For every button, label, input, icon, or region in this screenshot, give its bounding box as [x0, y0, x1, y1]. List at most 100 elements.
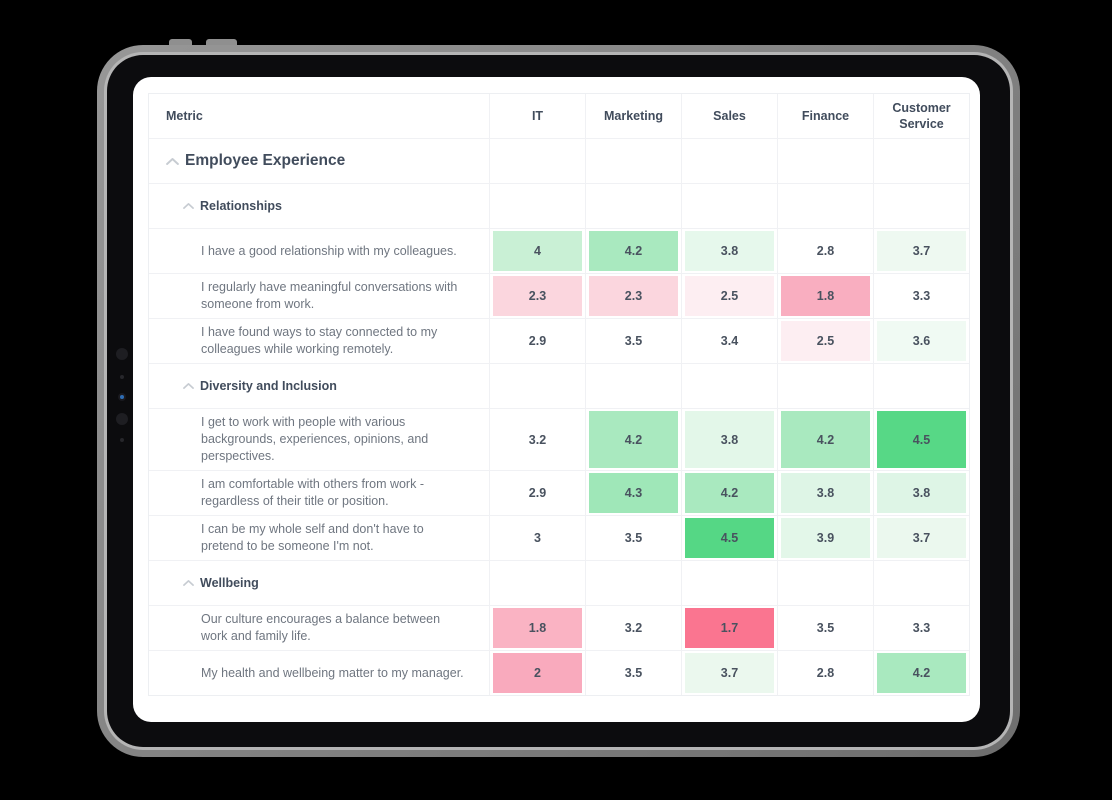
heatmap-cell[interactable]: 2.3 — [585, 274, 681, 318]
heatmap-cell[interactable]: 3.5 — [585, 319, 681, 363]
metric-question-cell: Our culture encourages a balance between… — [149, 606, 489, 650]
heatmap-cell-value: 3.8 — [685, 411, 774, 468]
heatmap-cell[interactable]: 4.2 — [585, 229, 681, 273]
collapse-chevron-icon[interactable] — [183, 382, 194, 390]
heatmap-cell[interactable]: 1.8 — [489, 606, 585, 650]
heatmap-cell[interactable]: 2.9 — [489, 471, 585, 515]
heatmap-cell[interactable]: 3.9 — [777, 516, 873, 560]
heatmap-cell[interactable]: 2.3 — [489, 274, 585, 318]
table-row: I can be my whole self and don't have to… — [149, 516, 969, 561]
section-label: Diversity and Inclusion — [200, 379, 337, 393]
section-label-cell: Diversity and Inclusion — [149, 364, 489, 408]
collapse-chevron-icon[interactable] — [183, 579, 194, 587]
heatmap-cell-value: 2.5 — [685, 276, 774, 316]
metric-question-cell: I am comfortable with others from work -… — [149, 471, 489, 515]
heatmap-cell[interactable]: 1.7 — [681, 606, 777, 650]
section-row-employee-experience: Employee Experience — [149, 139, 969, 184]
column-header-label: Marketing — [603, 109, 664, 123]
table-row: Our culture encourages a balance between… — [149, 606, 969, 651]
camera-dot-icon — [120, 375, 124, 379]
heatmap-cell[interactable]: 2.9 — [489, 319, 585, 363]
metric-question-cell: I can be my whole self and don't have to… — [149, 516, 489, 560]
heatmap-cell-value: 4.2 — [877, 653, 966, 693]
empty-cell — [681, 139, 777, 183]
section-label-cell: Relationships — [149, 184, 489, 228]
heatmap-cell[interactable]: 4.3 — [585, 471, 681, 515]
heatmap-cell-value: 2.9 — [493, 473, 582, 513]
heatmap-cell[interactable]: 4.5 — [873, 409, 969, 470]
heatmap-cell[interactable]: 3.7 — [873, 229, 969, 273]
heatmap-cell[interactable]: 3.4 — [681, 319, 777, 363]
heatmap-cell[interactable]: 2.5 — [777, 319, 873, 363]
empty-cell — [489, 561, 585, 605]
heatmap-cell[interactable]: 3 — [489, 516, 585, 560]
collapse-chevron-icon[interactable] — [166, 157, 179, 166]
tablet-screen: Metric IT Marketing Sales Finance Customer S… — [133, 77, 980, 722]
heatmap-cell[interactable]: 2 — [489, 651, 585, 695]
heatmap-cell[interactable]: 4.2 — [777, 409, 873, 470]
table-row: I get to work with people with various b… — [149, 409, 969, 471]
camera-lens-icon — [116, 413, 128, 425]
heatmap-cell-value: 3 — [493, 518, 582, 558]
heatmap-cell[interactable]: 2.5 — [681, 274, 777, 318]
column-header-marketing: Marketing — [585, 94, 681, 138]
heatmap-cell[interactable]: 4.2 — [585, 409, 681, 470]
heatmap-cell-value: 3.8 — [781, 473, 870, 513]
metric-question-label: I can be my whole self and don't have to… — [201, 522, 424, 553]
empty-cell — [873, 139, 969, 183]
heatmap-cell-value: 4.5 — [685, 518, 774, 558]
column-header-customer-service: Customer Service — [873, 94, 969, 138]
tablet-frame: Metric IT Marketing Sales Finance Customer S… — [97, 45, 1020, 757]
heatmap-cell[interactable]: 3.2 — [489, 409, 585, 470]
empty-cell — [585, 139, 681, 183]
heatmap-cell[interactable]: 3.5 — [585, 516, 681, 560]
heatmap-cell[interactable]: 3.8 — [681, 409, 777, 470]
section-row-wellbeing: Wellbeing — [149, 561, 969, 606]
section-label-cell: Wellbeing — [149, 561, 489, 605]
empty-cell — [585, 364, 681, 408]
metric-header-label: Metric — [166, 109, 203, 123]
metric-question-label: I have a good relationship with my colle… — [201, 243, 457, 258]
heatmap-cell-value: 3.3 — [877, 608, 966, 648]
empty-cell — [489, 364, 585, 408]
heatmap-cell[interactable]: 3.2 — [585, 606, 681, 650]
column-header-finance: Finance — [777, 94, 873, 138]
metric-question-label: My health and wellbeing matter to my man… — [201, 665, 464, 680]
heatmap-cell[interactable]: 3.8 — [873, 471, 969, 515]
section-row-diversity-and-inclusion: Diversity and Inclusion — [149, 364, 969, 409]
metric-question-cell: I have a good relationship with my colle… — [149, 229, 489, 273]
column-header-it: IT — [489, 94, 585, 138]
heatmap-cell-value: 3.5 — [589, 653, 678, 693]
empty-cell — [489, 139, 585, 183]
heatmap-cell-value: 1.8 — [493, 608, 582, 648]
heatmap-cell-value: 1.7 — [685, 608, 774, 648]
empty-cell — [681, 364, 777, 408]
heatmap-cell-value: 3.7 — [877, 231, 966, 271]
heatmap-cell[interactable]: 3.5 — [585, 651, 681, 695]
collapse-chevron-icon[interactable] — [183, 202, 194, 210]
heatmap-cell-value: 4.5 — [877, 411, 966, 468]
heatmap-cell[interactable]: 3.8 — [681, 229, 777, 273]
heatmap-cell[interactable]: 3.8 — [777, 471, 873, 515]
heatmap-cell[interactable]: 3.3 — [873, 274, 969, 318]
section-label: Relationships — [200, 199, 282, 213]
heatmap-cell[interactable]: 3.6 — [873, 319, 969, 363]
heatmap-cell-value: 3.2 — [589, 608, 678, 648]
heatmap-cell[interactable]: 4.2 — [873, 651, 969, 695]
heatmap-cell-value: 2.3 — [589, 276, 678, 316]
heatmap-table: Metric IT Marketing Sales Finance Customer S… — [148, 93, 970, 696]
heatmap-cell[interactable]: 4 — [489, 229, 585, 273]
heatmap-cell[interactable]: 1.8 — [777, 274, 873, 318]
heatmap-cell[interactable]: 4.5 — [681, 516, 777, 560]
heatmap-cell[interactable]: 2.8 — [777, 229, 873, 273]
column-header-label: Finance — [801, 109, 850, 123]
heatmap-cell[interactable]: 4.2 — [681, 471, 777, 515]
heatmap-cell[interactable]: 2.8 — [777, 651, 873, 695]
heatmap-cell-value: 4.2 — [781, 411, 870, 468]
heatmap-cell[interactable]: 3.3 — [873, 606, 969, 650]
heatmap-cell-value: 4.3 — [589, 473, 678, 513]
metric-question-cell: I have found ways to stay connected to m… — [149, 319, 489, 363]
heatmap-cell[interactable]: 3.7 — [873, 516, 969, 560]
heatmap-cell[interactable]: 3.5 — [777, 606, 873, 650]
heatmap-cell[interactable]: 3.7 — [681, 651, 777, 695]
